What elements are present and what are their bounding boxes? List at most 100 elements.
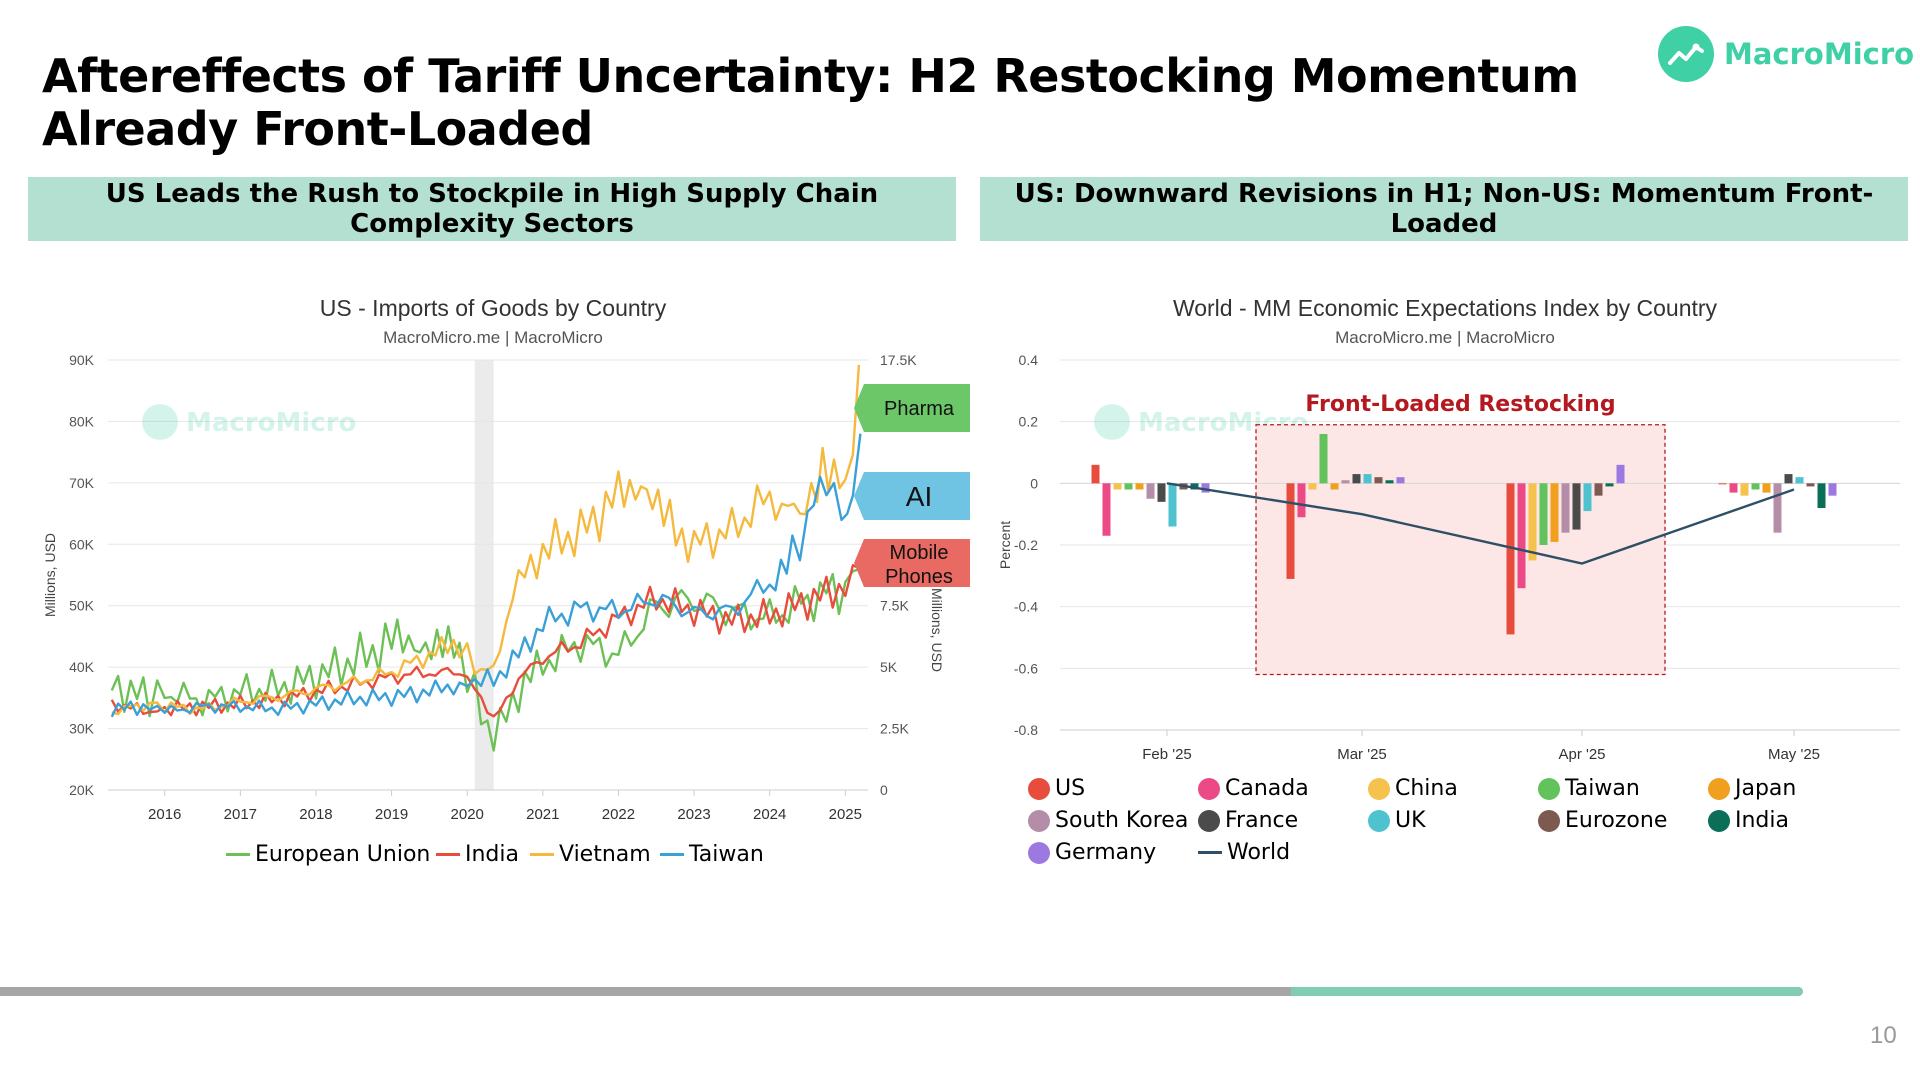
- bar-taiwan: [1124, 483, 1133, 490]
- legend-swatch: [1198, 851, 1222, 854]
- x-tick-label: May '25: [1768, 746, 1820, 763]
- bar-us: [1091, 464, 1100, 484]
- legend-swatch: [1708, 777, 1730, 800]
- bar-eurozone: [1806, 483, 1815, 487]
- y-tick-label: 80K: [69, 413, 95, 429]
- x-tick-label: 2025: [829, 806, 862, 823]
- callout-label: Mobile: [890, 542, 949, 564]
- y-tick-label: -0.4: [1014, 599, 1038, 615]
- x-tick-label: Apr '25: [1558, 746, 1605, 763]
- legend-label: Taiwan: [689, 842, 764, 867]
- bar-china: [1308, 483, 1317, 490]
- bar-canada: [1102, 483, 1111, 536]
- x-tick-label: Feb '25: [1142, 746, 1192, 763]
- legend-item-china[interactable]: China: [1368, 776, 1458, 801]
- x-tick-label: 2018: [299, 806, 332, 823]
- legend-swatch: [530, 853, 554, 856]
- recession-band: [474, 360, 494, 790]
- bar-france: [1572, 483, 1581, 530]
- x-tick-label: Mar '25: [1337, 746, 1387, 763]
- x-tick-label: 2024: [753, 806, 786, 823]
- bar-india: [1190, 483, 1199, 490]
- bar-germany: [1396, 477, 1405, 484]
- bar-canada: [1729, 483, 1738, 493]
- highlight-annotation: Front-Loaded Restocking: [1305, 392, 1615, 417]
- legend-swatch: [1028, 777, 1050, 800]
- legend-item-canada[interactable]: Canada: [1198, 776, 1309, 801]
- bar-china: [1113, 483, 1122, 490]
- legend-label: India: [1735, 808, 1789, 833]
- x-tick-label: 2023: [677, 806, 710, 823]
- y-tick-label: -0.6: [1014, 660, 1038, 676]
- legend-swatch: [226, 853, 250, 856]
- legend-swatch: [1368, 809, 1390, 832]
- legend-label: Canada: [1225, 776, 1309, 801]
- y-tick-label: 60K: [69, 536, 95, 552]
- legend-item-south-korea[interactable]: South Korea: [1028, 808, 1188, 833]
- legend-item-taiwan[interactable]: Taiwan: [1538, 776, 1640, 801]
- y-tick-label: 90K: [69, 352, 95, 368]
- bar-taiwan: [1751, 483, 1760, 490]
- legend-item-eurozone[interactable]: Eurozone: [1538, 808, 1667, 833]
- legend-swatch: [1198, 777, 1220, 800]
- legend-item-vietnam[interactable]: Vietnam: [530, 842, 651, 867]
- legend-label: France: [1225, 808, 1299, 833]
- legend-item-india[interactable]: India: [436, 842, 519, 867]
- bar-china: [1740, 483, 1749, 496]
- legend-label: Japan: [1735, 776, 1797, 801]
- bar-japan: [1330, 483, 1339, 490]
- legend-item-world[interactable]: World: [1198, 840, 1290, 865]
- bar-france: [1157, 483, 1166, 502]
- legend-item-france[interactable]: France: [1198, 808, 1298, 833]
- x-tick-label: 2017: [224, 806, 257, 823]
- legend-swatch: [1538, 809, 1560, 832]
- legend-label: US: [1055, 776, 1086, 801]
- legend-label: China: [1395, 776, 1458, 801]
- bar-us: [1506, 483, 1515, 635]
- bar-uk: [1168, 483, 1177, 527]
- imports-line-chart: US - Imports of Goods by Country MacroMic…: [42, 295, 970, 823]
- y2-tick-label: 17.5K: [880, 352, 917, 368]
- watermark-text: MacroMicro: [186, 408, 356, 438]
- legend-item-taiwan[interactable]: Taiwan: [660, 842, 764, 867]
- expectations-legend: US Canada China Taiwan Japan South Korea Franc…: [980, 776, 1900, 886]
- legend-label: European Union: [255, 842, 431, 867]
- y-axis-label: Millions, USD: [42, 533, 58, 617]
- legend-item-japan[interactable]: Japan: [1708, 776, 1796, 801]
- legend-item-uk[interactable]: UK: [1368, 808, 1426, 833]
- bar-germany: [1616, 464, 1625, 484]
- bar-japan: [1550, 483, 1559, 542]
- y-tick-label: -0.2: [1014, 537, 1038, 553]
- series-line-world: [1166, 482, 1795, 565]
- legend-item-germany[interactable]: Germany: [1028, 840, 1156, 865]
- bar-us: [1718, 483, 1727, 485]
- legend-swatch: [1028, 809, 1050, 832]
- slide-progress-bar: [0, 987, 1803, 996]
- chart-subtitle: MacroMicro.me | MacroMicro: [1335, 328, 1555, 347]
- callout-arrow: [854, 539, 970, 587]
- y-tick-label: 0.2: [1019, 414, 1039, 430]
- callout-pharma: Pharma: [854, 384, 970, 432]
- legend-label: UK: [1395, 808, 1426, 833]
- bar-china: [1528, 483, 1537, 561]
- legend-label: Germany: [1055, 840, 1157, 865]
- legend-item-european-union[interactable]: European Union: [226, 842, 430, 867]
- chart-title: US - Imports of Goods by Country: [320, 295, 667, 321]
- legend-label: World: [1227, 840, 1291, 865]
- callout-label: Phones: [885, 566, 953, 588]
- brand-name: MacroMicro: [1724, 37, 1915, 71]
- bar-taiwan: [1539, 483, 1548, 545]
- legend-item-us[interactable]: US: [1028, 776, 1085, 801]
- y-tick-label: 20K: [69, 782, 95, 798]
- legend-item-india[interactable]: India: [1708, 808, 1789, 833]
- y2-axis-label: Millions, USD: [929, 588, 945, 672]
- legend-swatch: [1028, 841, 1050, 864]
- legend-swatch: [1198, 809, 1220, 832]
- page-title: Aftereffects of Tariff Uncertainty: H2 R…: [42, 49, 1579, 156]
- chart-subtitle: MacroMicro.me | MacroMicro: [383, 328, 603, 347]
- bar-south-korea: [1341, 480, 1350, 484]
- progress-fill: [1290, 987, 1803, 996]
- bar-india: [1385, 480, 1394, 484]
- bar-india: [1817, 483, 1826, 508]
